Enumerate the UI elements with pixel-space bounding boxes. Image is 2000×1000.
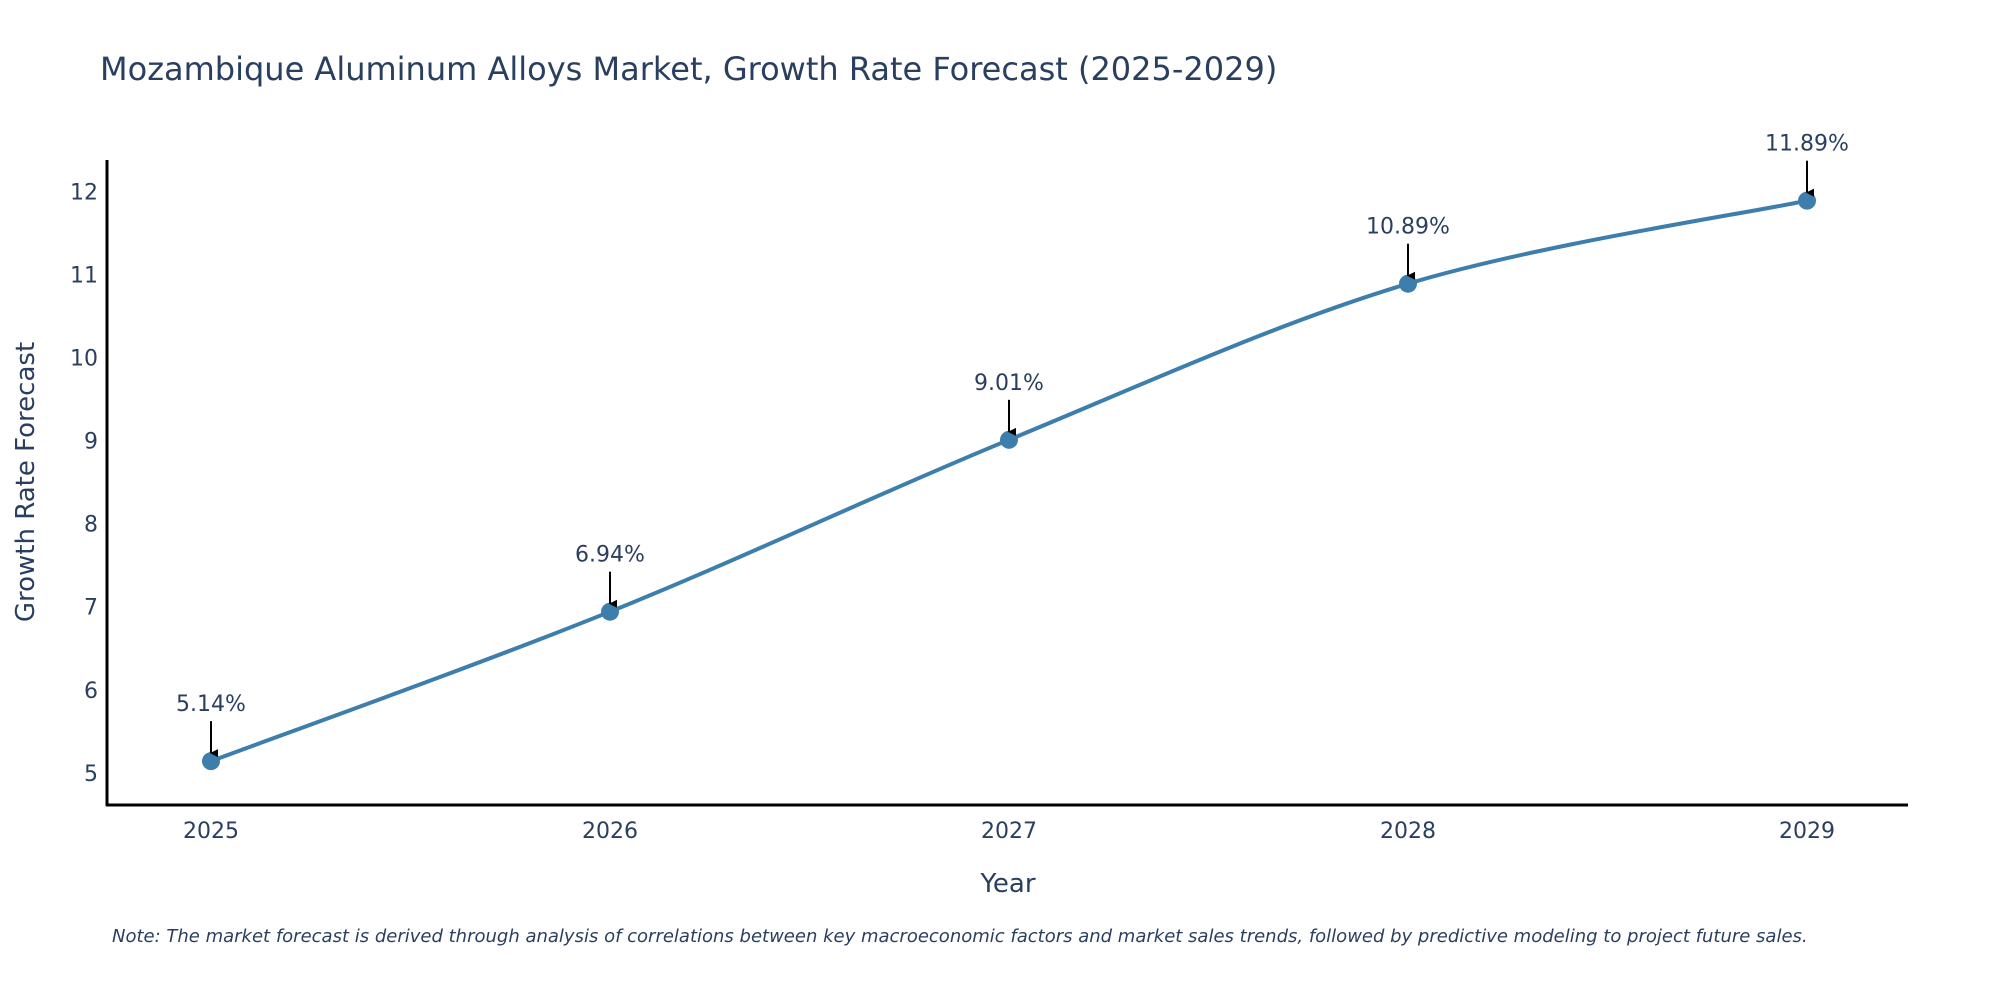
- chart-title: Mozambique Aluminum Alloys Market, Growt…: [100, 50, 1277, 88]
- data-point: [601, 602, 619, 621]
- x-tick-label: 2029: [1779, 819, 1835, 844]
- x-tick-label: 2026: [582, 819, 638, 844]
- data-point: [1000, 430, 1018, 449]
- x-tick-label: 2027: [981, 819, 1037, 844]
- y-tick-label: 7: [84, 596, 98, 621]
- y-tick-label: 9: [84, 430, 98, 455]
- data-label: 5.14%: [176, 692, 246, 717]
- x-axis-title: Year: [979, 869, 1035, 899]
- chart-note: Note: The market forecast is derived thr…: [112, 926, 1808, 947]
- data-point: [1798, 191, 1816, 210]
- data-point: [202, 752, 220, 771]
- y-tick-label: 10: [70, 347, 98, 372]
- data-label: 10.89%: [1366, 215, 1450, 240]
- series-line: [210, 198, 1808, 764]
- data-label: 9.01%: [974, 371, 1044, 396]
- y-tick-label: 11: [70, 264, 98, 289]
- y-tick-label: 6: [84, 679, 98, 704]
- y-tick-label: 8: [84, 513, 98, 538]
- x-tick-label: 2025: [183, 819, 239, 844]
- y-axis-ticks: 5 6 7 8 9 10 11 12: [70, 181, 98, 787]
- x-axis-ticks: 2025 2026 2027 2028 2029: [183, 819, 1835, 844]
- y-axis-title: Growth Rate Forecast: [11, 342, 41, 622]
- y-tick-label: 12: [70, 181, 98, 206]
- plot-area: 5.14% 6.94% 9.01% 10.89% 11.89%: [176, 132, 1849, 771]
- x-tick-label: 2028: [1380, 819, 1436, 844]
- data-label: 6.94%: [575, 543, 645, 568]
- data-point: [1399, 274, 1417, 293]
- y-tick-label: 5: [84, 762, 98, 787]
- data-label: 11.89%: [1765, 132, 1849, 157]
